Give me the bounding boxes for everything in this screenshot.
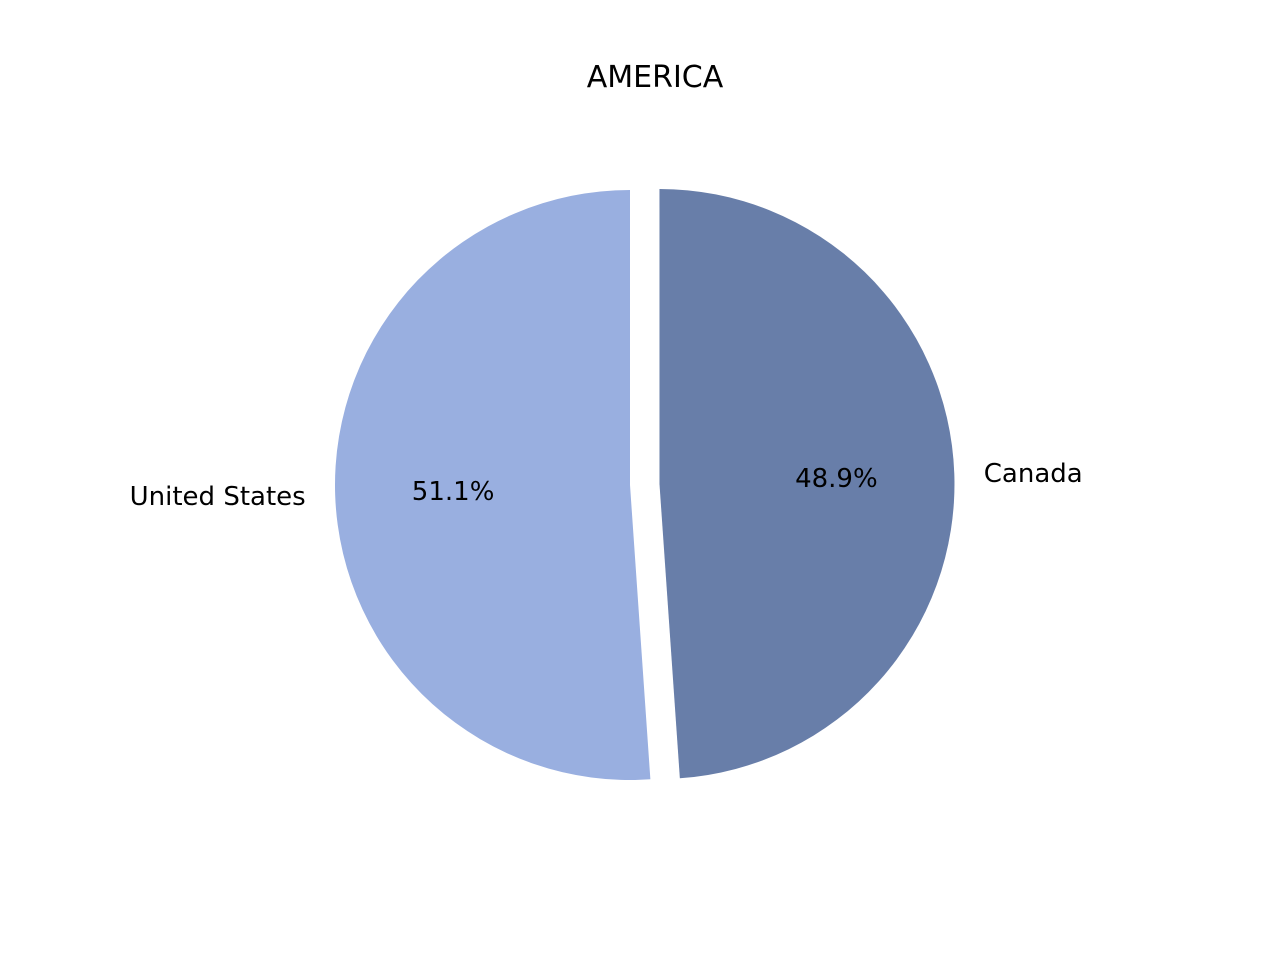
- pie-category-label: Canada: [984, 459, 1083, 489]
- pie-slices: [334, 188, 955, 780]
- pie-pct-label: 48.9%: [795, 464, 878, 494]
- pie-category-label: United States: [130, 482, 306, 512]
- pie-labels: 51.1% United States 48.9% Canada: [130, 459, 1083, 512]
- pie-slice-united-states: [334, 190, 651, 780]
- pie-pct-label: 51.1%: [412, 477, 495, 507]
- pie-slice-canada: [659, 188, 955, 779]
- chart-title: AMERICA: [587, 60, 724, 95]
